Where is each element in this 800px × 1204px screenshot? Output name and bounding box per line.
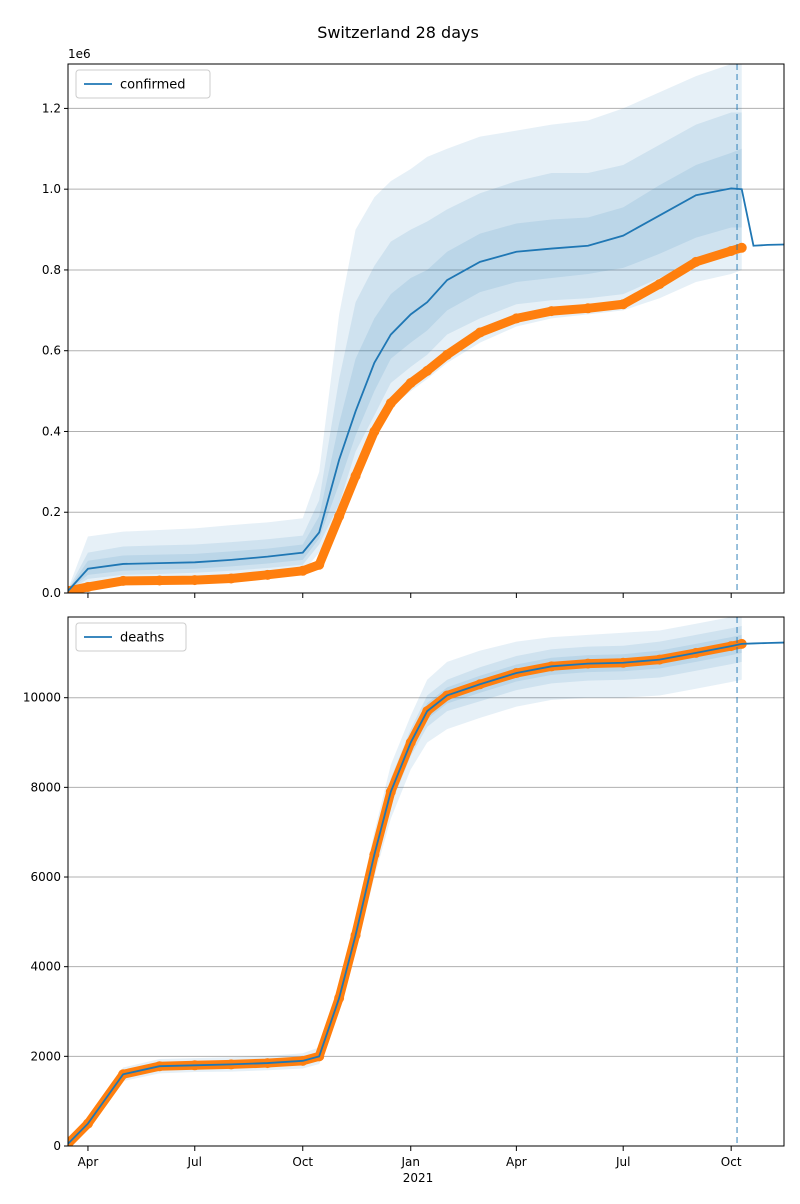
plot-area xyxy=(68,64,784,593)
observed-series xyxy=(68,639,747,1146)
y-tick-label: 8000 xyxy=(30,780,61,794)
observed-series xyxy=(68,243,747,593)
y-tick-label: 2000 xyxy=(30,1049,61,1063)
panel-deaths: 0 2000 4000 6000 8000 10000 Apr Jul Oct Jan Apr Jul… xyxy=(23,616,785,1169)
plot-area xyxy=(68,617,784,1146)
x-year-label: 2021 xyxy=(403,1171,434,1185)
legend: deaths xyxy=(75,622,187,652)
x-tick-label: Jul xyxy=(187,1155,202,1169)
y-tick-label: 0.0 xyxy=(42,586,61,600)
legend-box xyxy=(75,622,187,652)
y-scale-label: 1e6 xyxy=(68,47,91,61)
x-tick-label: Oct xyxy=(721,1155,742,1169)
uncertainty-band xyxy=(68,64,742,591)
y-tick-label: 1.0 xyxy=(42,182,61,196)
uncertainty-band xyxy=(68,148,742,591)
model-series xyxy=(68,187,784,592)
axes-frame xyxy=(67,616,785,1147)
y-tick-label: 0.8 xyxy=(42,263,61,277)
x-tick-label: Jul xyxy=(615,1155,630,1169)
legend-label: confirmed xyxy=(120,78,186,93)
legend-label: deaths xyxy=(120,631,165,646)
panel-confirmed: 0.0 0.2 0.4 0.6 0.8 1.0 1.2 1e6 confirmed xyxy=(42,47,785,600)
legend-box xyxy=(75,69,211,99)
model-series xyxy=(68,641,784,1145)
x-tick-label: Oct xyxy=(292,1155,313,1169)
y-tick-label: 0.2 xyxy=(42,505,61,519)
x-tick-label: Apr xyxy=(78,1155,99,1169)
legend: confirmed xyxy=(75,69,211,99)
uncertainty-band xyxy=(68,617,742,1145)
uncertainty-band xyxy=(68,112,742,591)
y-tick-label: 10000 xyxy=(23,691,61,705)
y-tick-label: 0.4 xyxy=(42,424,61,438)
chart-title: Switzerland 28 days xyxy=(317,23,479,42)
axes-frame xyxy=(67,63,785,594)
x-tick-label: Jan xyxy=(400,1155,420,1169)
y-tick-label: 6000 xyxy=(30,870,61,884)
y-tick-label: 0.6 xyxy=(42,344,61,358)
y-tick-label: 1.2 xyxy=(42,101,61,115)
y-tick-label: 0 xyxy=(53,1139,61,1153)
x-tick-label: Apr xyxy=(506,1155,527,1169)
y-tick-label: 4000 xyxy=(30,960,61,974)
